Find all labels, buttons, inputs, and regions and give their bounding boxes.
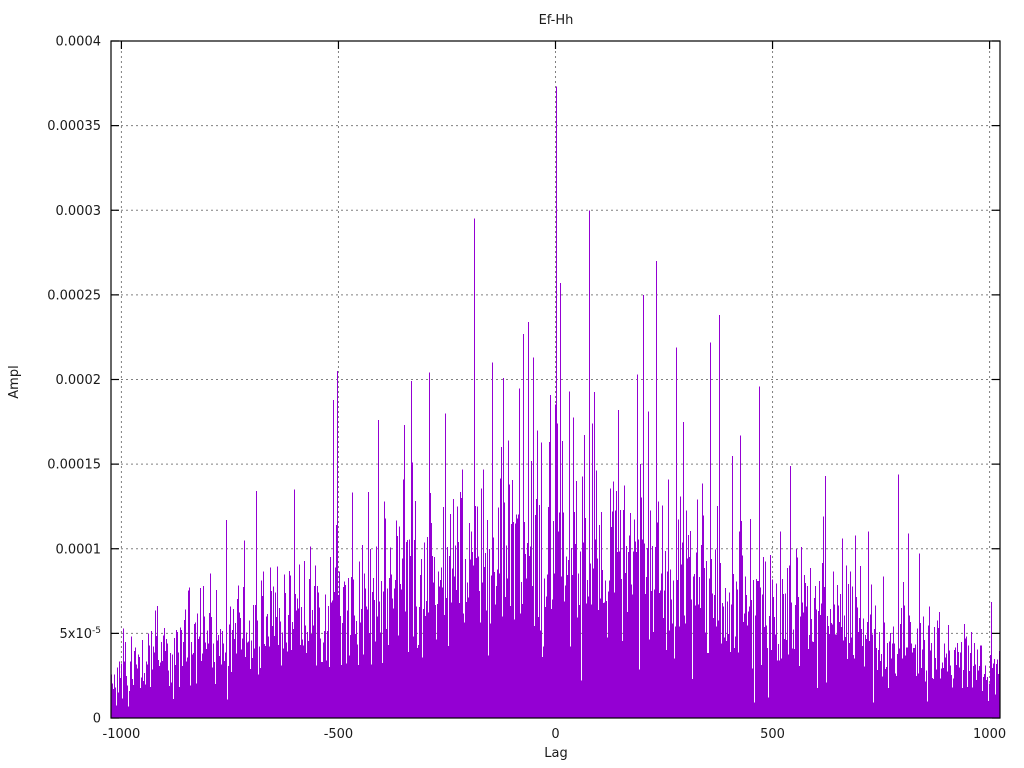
plot-frame bbox=[110, 40, 1001, 719]
x-tick-label: 0 bbox=[551, 727, 559, 742]
y-tick-label: 0.00015 bbox=[47, 458, 101, 473]
y-tick-label: 5x10-5 bbox=[60, 626, 102, 642]
y-tick-label: 0.00025 bbox=[47, 288, 101, 303]
x-tick-label: -1000 bbox=[103, 727, 141, 742]
x-axis-label: Lag bbox=[544, 746, 567, 761]
x-axis-ticks: -1000 -500 0 500 1000 bbox=[103, 41, 1006, 742]
y-axis-ticks: 0 5x10-5 0.0001 0.00015 0.0002 0.00025 0.0003 0… bbox=[47, 35, 1000, 727]
y-tick-label: 0.00035 bbox=[47, 119, 101, 134]
x-tick-label: -500 bbox=[324, 727, 354, 742]
gridlines bbox=[111, 41, 1000, 718]
y-tick-label: 0 bbox=[93, 712, 101, 727]
x-tick-label: 500 bbox=[760, 727, 785, 742]
y-tick-label: 0.0004 bbox=[56, 35, 102, 50]
x-tick-label: 1000 bbox=[973, 727, 1006, 742]
y-tick-label: 0.0001 bbox=[56, 542, 102, 557]
chart-title: Ef-Hh bbox=[539, 13, 574, 28]
y-tick-label: 0.0002 bbox=[56, 373, 102, 388]
y-tick-label: 0.0003 bbox=[56, 204, 102, 219]
y-axis-label: Ampl bbox=[7, 365, 22, 398]
